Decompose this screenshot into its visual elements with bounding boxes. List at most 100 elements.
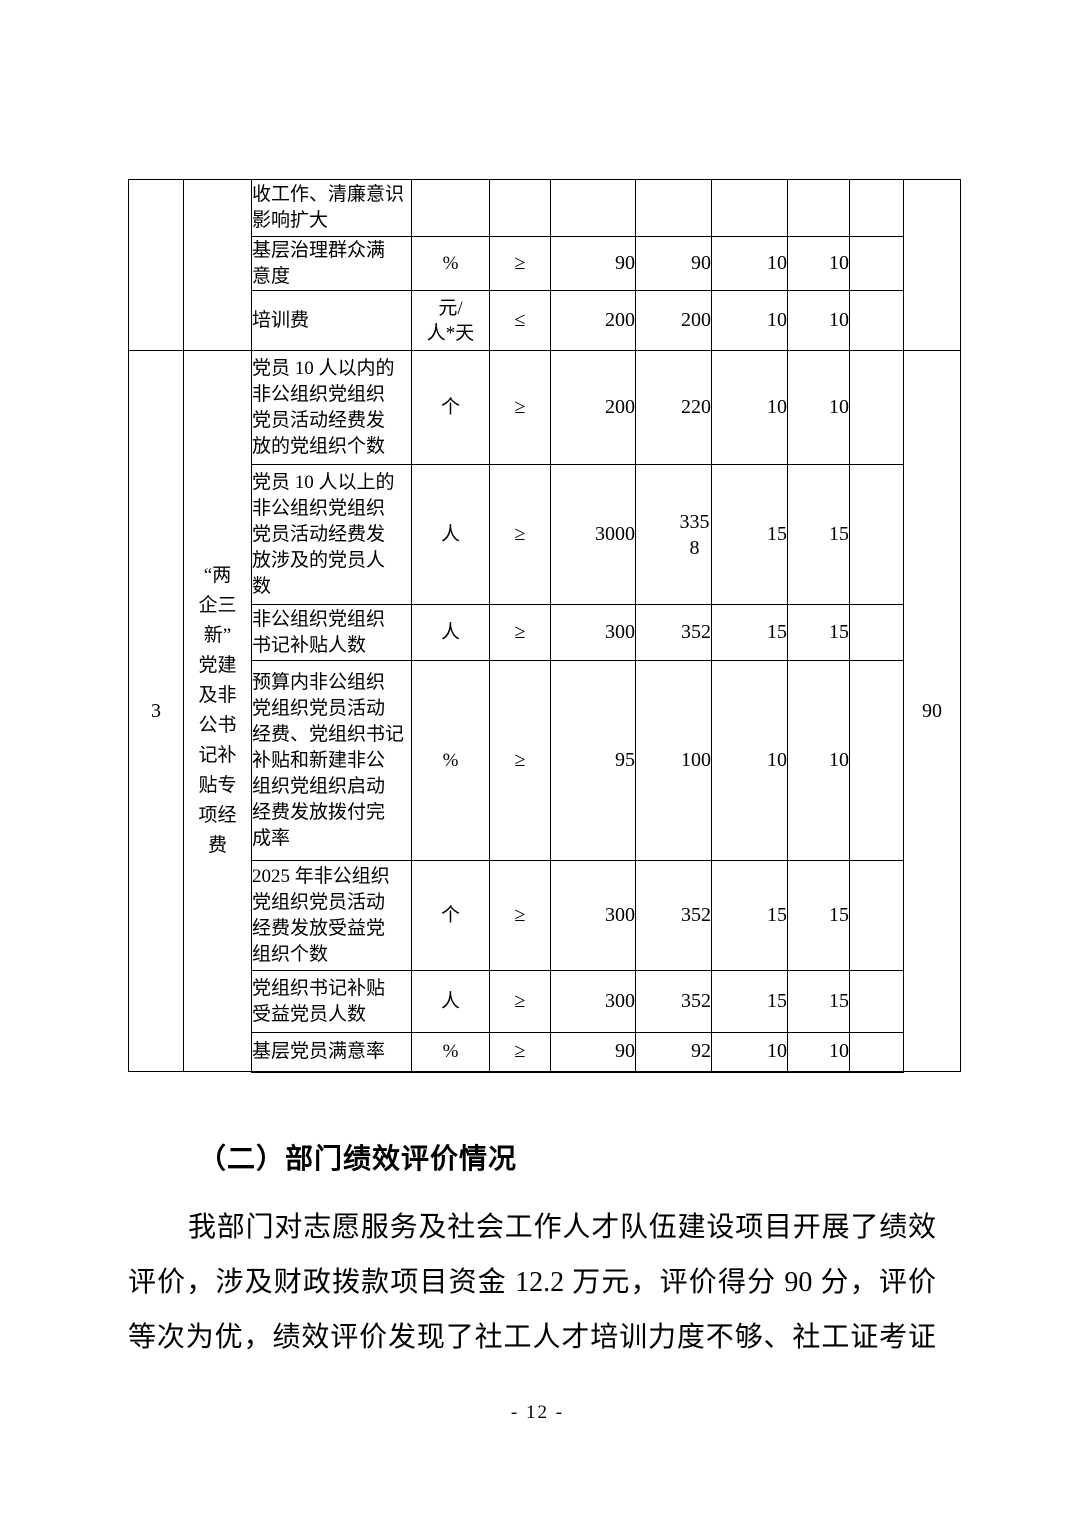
symbol-cell: ≥ <box>489 350 551 465</box>
indicator-name-cell: 培训费 <box>251 290 412 351</box>
actual-value-cell: 3358 <box>635 464 712 605</box>
unit-cell: 个 <box>411 350 490 465</box>
table-row: 收工作、清廉意识 影响扩大 <box>128 179 961 351</box>
unit-cell: 人 <box>411 970 490 1033</box>
unit-cell: 个 <box>411 860 490 971</box>
project-score-cell-carryover <box>903 179 961 351</box>
actual-value-wrapped: 3358 <box>679 510 710 559</box>
performance-indicator-table: 收工作、清廉意识 影响扩大 基层治理群众满 意度 % ≥ 90 90 10 10 <box>128 179 961 1073</box>
indicator-name-cell: 党员 10 人以上的 非公组织党组织 党员活动经费发 放涉及的党员人 数 <box>251 464 412 605</box>
unit-cell <box>411 179 490 237</box>
serial-cell-carryover <box>128 179 184 351</box>
target-value-cell: 90 <box>550 1032 636 1073</box>
indicator-name-cell: 基层治理群众满 意度 <box>251 236 412 291</box>
body-paragraph: 我部门对志愿服务及社会工作人才队伍建设项目开展了绩效 评价，涉及财政拨款项目资金… <box>128 1200 936 1365</box>
target-value-cell: 300 <box>550 970 636 1033</box>
symbol-cell: ≥ <box>489 464 551 605</box>
empty-cell <box>849 179 904 237</box>
symbol-cell: ≥ <box>489 860 551 971</box>
unit-cell: 人 <box>411 604 490 661</box>
indicator-name-cell: 党组织书记补贴 受益党员人数 <box>251 970 412 1033</box>
actual-value-cell: 92 <box>635 1032 712 1073</box>
points-cell: 15 <box>711 970 788 1033</box>
empty-cell <box>849 464 904 605</box>
table-row: 基层治理群众满 意度 % ≥ 90 90 10 10 <box>129 236 961 291</box>
actual-value-cell: 352 <box>635 860 712 971</box>
target-value-cell: 200 <box>550 350 636 465</box>
actual-value-cell: 352 <box>635 604 712 661</box>
symbol-cell: ≥ <box>489 236 551 291</box>
points-cell: 10 <box>711 236 788 291</box>
target-value-cell: 90 <box>550 236 636 291</box>
table-row: 培训费 元/ 人*天 ≤ 200 200 10 10 <box>129 290 961 351</box>
score-cell: 10 <box>787 1032 850 1073</box>
table-row: 非公组织党组织 书记补贴人数 人 ≥ 300 352 15 15 <box>129 604 961 661</box>
actual-value-cell <box>635 179 712 237</box>
symbol-cell: ≥ <box>489 604 551 661</box>
unit-cell: 元/ 人*天 <box>411 290 490 351</box>
score-cell: 15 <box>787 860 850 971</box>
target-value-cell: 200 <box>550 290 636 351</box>
table-row: 3 “两 企三 新” 党建 及非 公书 记补 贴专 项经 费 党员 10 人以内… <box>128 350 961 1072</box>
table-row: 2025 年非公组织 党组织党员活动 经费发放受益党 组织个数 个 ≥ 300 … <box>129 860 961 971</box>
project-name-cell: “两 企三 新” 党建 及非 公书 记补 贴专 项经 费 <box>183 350 252 1072</box>
symbol-cell <box>489 179 551 237</box>
table-row: 预算内非公组织 党组织党员活动 经费、党组织书记 补贴和新建非公 组织党组织启动… <box>129 660 961 861</box>
points-cell <box>711 179 788 237</box>
project-name-cell-carryover <box>183 179 252 351</box>
actual-value-cell: 220 <box>635 350 712 465</box>
actual-value-cell: 100 <box>635 660 712 861</box>
indicator-name-cell: 党员 10 人以内的 非公组织党组织 党员活动经费发 放的党组织个数 <box>251 350 412 465</box>
symbol-cell: ≥ <box>489 1032 551 1073</box>
actual-value-cell: 200 <box>635 290 712 351</box>
serial-cell: 3 <box>128 350 184 1072</box>
points-cell: 10 <box>711 660 788 861</box>
points-cell: 10 <box>711 290 788 351</box>
table-row: 党组织书记补贴 受益党员人数 人 ≥ 300 352 15 15 <box>129 970 961 1033</box>
indicator-name-cell: 基层党员满意率 <box>251 1032 412 1073</box>
table-row: 基层党员满意率 % ≥ 90 92 10 10 <box>129 1032 961 1073</box>
unit-cell: % <box>411 236 490 291</box>
points-cell: 10 <box>711 350 788 465</box>
target-value-cell: 3000 <box>550 464 636 605</box>
indicator-name-cell: 非公组织党组织 书记补贴人数 <box>251 604 412 661</box>
paragraph-line: 我部门对志愿服务及社会工作人才队伍建设项目开展了绩效 <box>188 1212 936 1243</box>
points-cell: 10 <box>711 1032 788 1073</box>
paragraph-line: 等次为优，绩效评价发现了社工人才培训力度不够、社工证考证 <box>128 1322 936 1353</box>
unit-cell: % <box>411 1032 490 1073</box>
target-value-cell <box>550 179 636 237</box>
points-cell: 15 <box>711 604 788 661</box>
empty-cell <box>849 604 904 661</box>
empty-cell <box>849 350 904 465</box>
symbol-cell: ≤ <box>489 290 551 351</box>
empty-cell <box>849 660 904 861</box>
score-cell: 15 <box>787 604 850 661</box>
indicator-name-cell: 收工作、清廉意识 影响扩大 <box>251 179 412 237</box>
score-cell: 10 <box>787 290 850 351</box>
target-value-cell: 300 <box>550 604 636 661</box>
empty-cell <box>849 290 904 351</box>
score-cell: 10 <box>787 236 850 291</box>
unit-cell: 人 <box>411 464 490 605</box>
target-value-cell: 95 <box>550 660 636 861</box>
symbol-cell: ≥ <box>489 970 551 1033</box>
empty-cell <box>849 1032 904 1073</box>
unit-cell: % <box>411 660 490 861</box>
table-row: 党员 10 人以上的 非公组织党组织 党员活动经费发 放涉及的党员人 数 人 ≥… <box>129 464 961 605</box>
empty-cell <box>849 236 904 291</box>
page-number: - 12 - <box>510 1402 565 1423</box>
section-heading: （二）部门绩效评价情况 <box>198 1144 518 1175</box>
indicator-name-cell: 2025 年非公组织 党组织党员活动 经费发放受益党 组织个数 <box>251 860 412 971</box>
project-score-cell: 90 <box>903 350 961 1072</box>
empty-cell <box>849 860 904 971</box>
score-cell: 10 <box>787 350 850 465</box>
score-cell: 15 <box>787 464 850 605</box>
paragraph-line: 评价，涉及财政拨款项目资金 12.2 万元，评价得分 90 分，评价 <box>128 1267 936 1298</box>
actual-value-cell: 90 <box>635 236 712 291</box>
points-cell: 15 <box>711 464 788 605</box>
symbol-cell: ≥ <box>489 660 551 861</box>
score-cell: 15 <box>787 970 850 1033</box>
points-cell: 15 <box>711 860 788 971</box>
indicator-name-cell: 预算内非公组织 党组织党员活动 经费、党组织书记 补贴和新建非公 组织党组织启动… <box>251 660 412 861</box>
